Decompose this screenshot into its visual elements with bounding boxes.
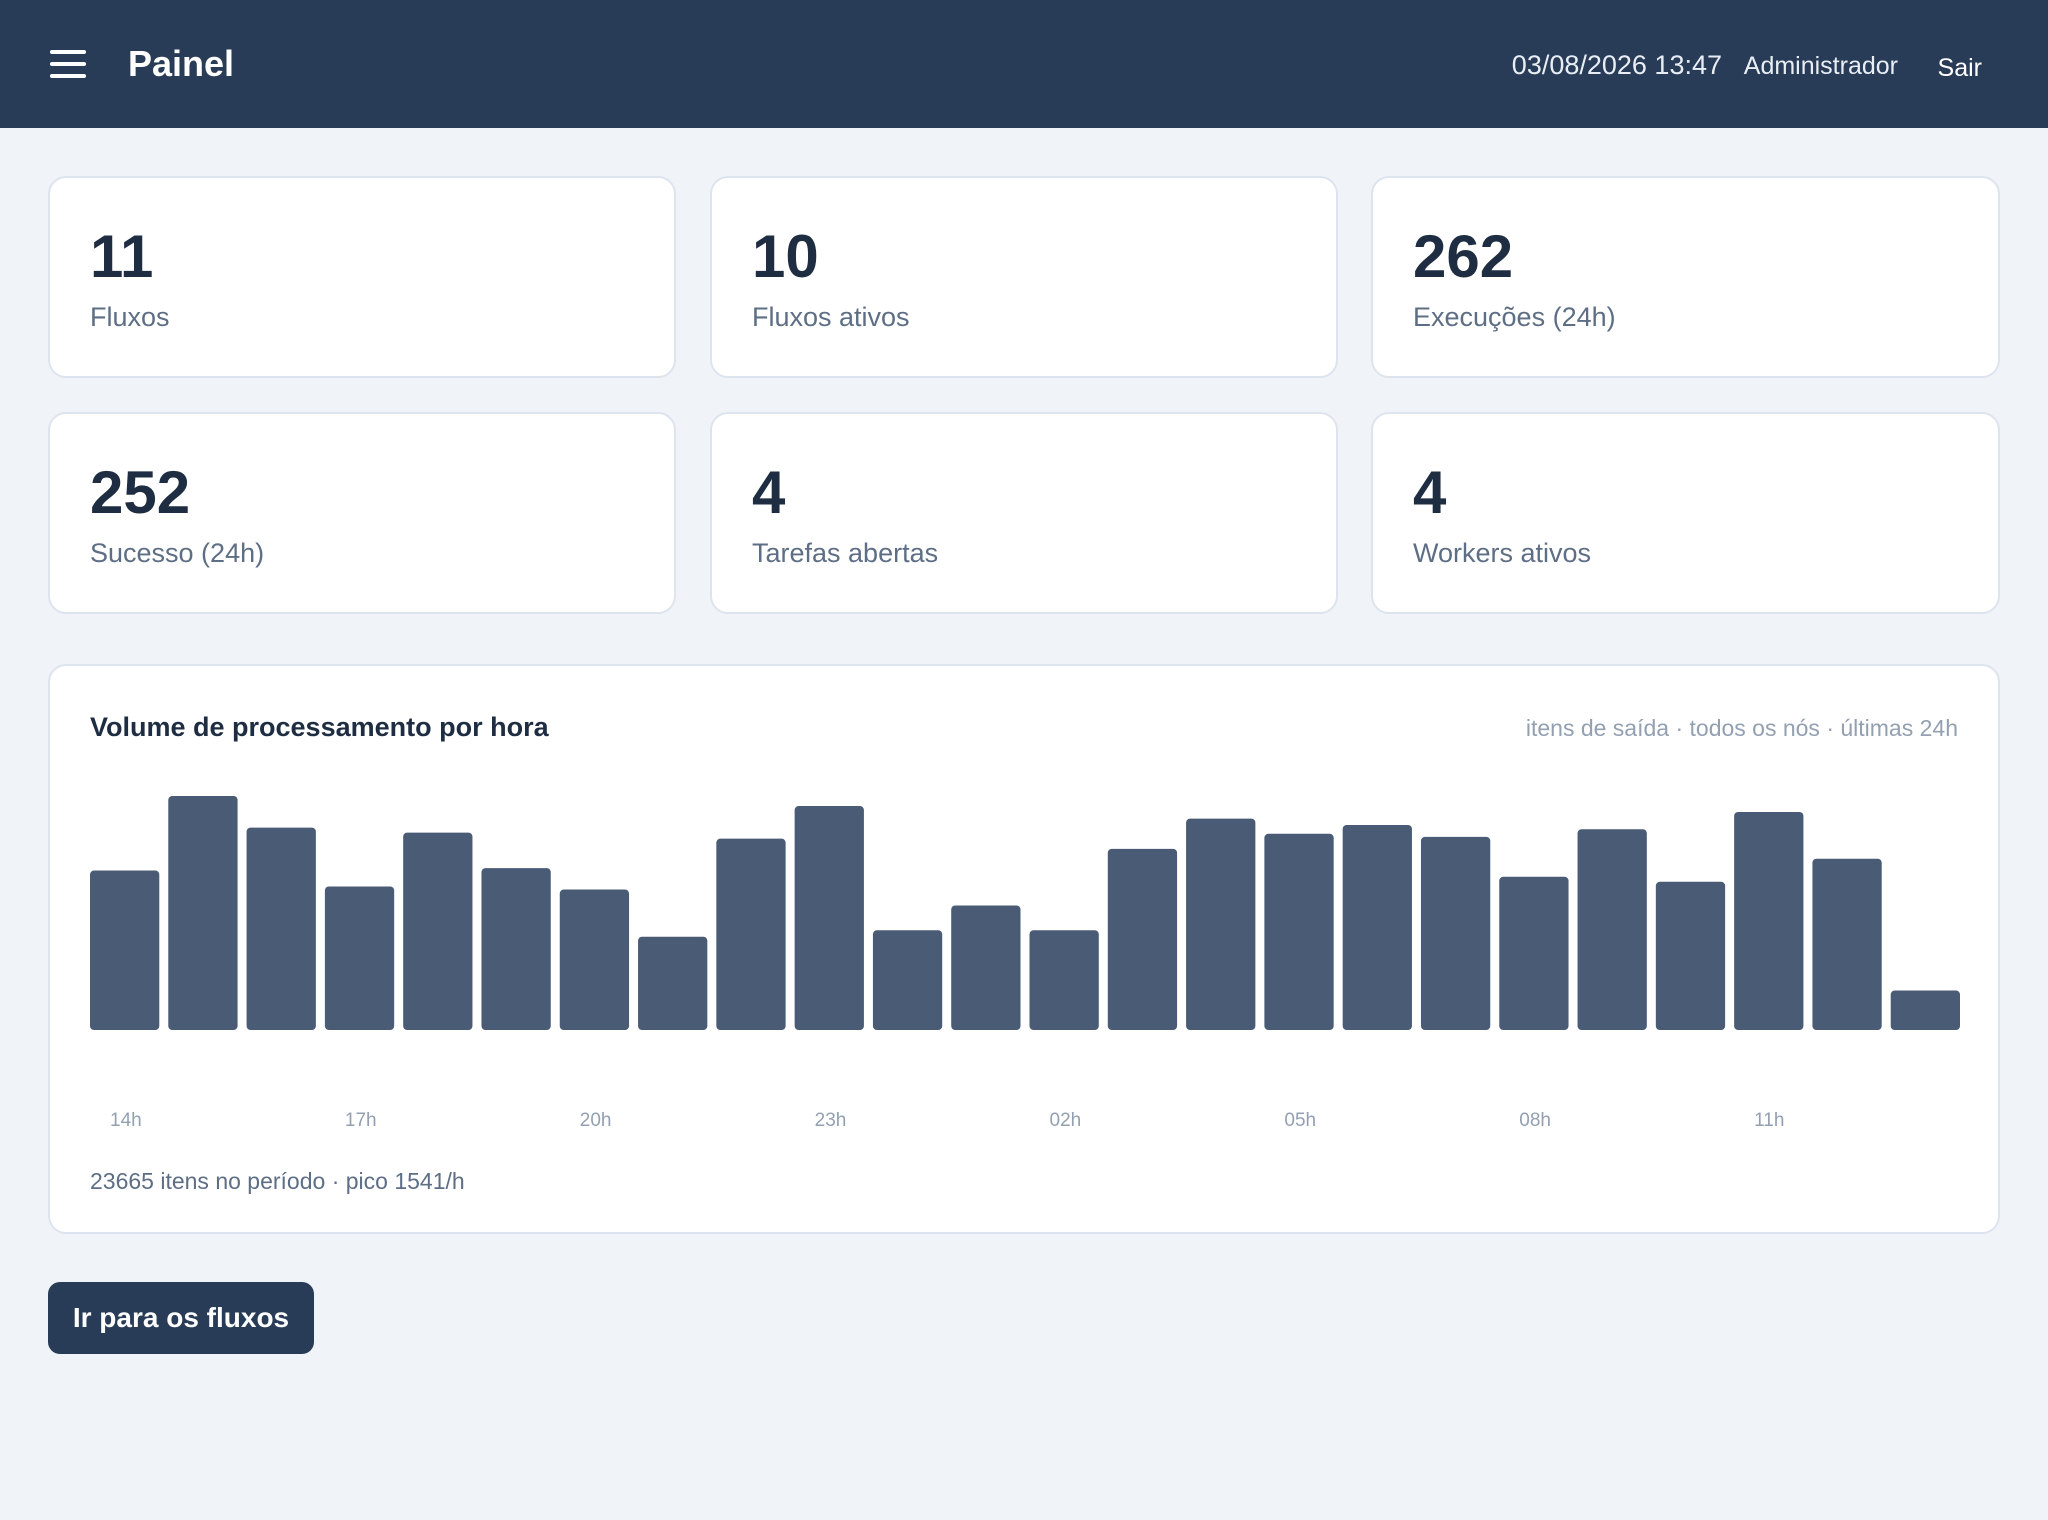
- bar-15h: [168, 796, 238, 1030]
- bar-19h: [481, 868, 551, 1030]
- hamburger-menu-icon[interactable]: [50, 46, 94, 80]
- stat-label: Fluxos ativos: [752, 302, 910, 332]
- bar-06h: [1342, 825, 1412, 1030]
- stat-value: 11: [90, 223, 154, 290]
- stat-value: 4: [752, 459, 786, 526]
- datetime-display: 03/08/2026 13:47: [1511, 50, 1722, 80]
- x-tick-label: 17h: [344, 1110, 377, 1131]
- bar-02h: [1029, 930, 1099, 1030]
- bar-14h: [90, 870, 160, 1030]
- stat-card-open-tasks: 4 Tarefas abertas: [710, 412, 1338, 614]
- stat-card-active-flows: 10 Fluxos ativos: [710, 176, 1338, 378]
- bar-01h: [951, 905, 1021, 1030]
- stat-value: 252: [90, 459, 191, 526]
- stat-value: 10: [752, 223, 819, 290]
- bar-10h: [1655, 881, 1726, 1030]
- stat-card-active-workers: 4 Workers ativos: [1371, 412, 2000, 614]
- hourly-volume-chart-card: Volume de processamento por hora itens d…: [48, 664, 2000, 1234]
- chart-title: Volume de processamento por hora: [90, 712, 549, 742]
- x-tick-label: 20h: [579, 1110, 612, 1131]
- stat-card-success: 252 Sucesso (24h): [48, 412, 676, 614]
- bar-23h: [794, 806, 864, 1030]
- user-name: Administrador: [1743, 52, 1898, 80]
- chart-subtitle: itens de saída · todos os nós · últimas …: [1525, 715, 1958, 741]
- stat-card-flows: 11 Fluxos: [48, 176, 676, 378]
- x-tick-label: 05h: [1284, 1110, 1317, 1131]
- x-tick-label: 11h: [1754, 1110, 1785, 1131]
- go-to-flows-button[interactable]: Ir para os fluxos: [48, 1282, 314, 1354]
- x-tick-label: 02h: [1049, 1110, 1082, 1131]
- stat-value: 262: [1413, 223, 1514, 290]
- logout-link[interactable]: Sair: [1937, 54, 1982, 82]
- bar-18h: [403, 832, 473, 1030]
- bar-21h: [638, 936, 708, 1030]
- top-bar: Painel 03/08/2026 13:47 Administrador Sa…: [0, 0, 2048, 128]
- bar-17h: [324, 886, 395, 1030]
- stat-label: Workers ativos: [1413, 538, 1592, 568]
- page-title: Painel: [128, 43, 235, 84]
- x-tick-label: 23h: [814, 1110, 847, 1131]
- x-tick-label: 14h: [110, 1110, 142, 1131]
- stat-label: Fluxos: [90, 302, 170, 332]
- bar-04h: [1186, 818, 1256, 1030]
- stat-label: Tarefas abertas: [752, 538, 939, 568]
- bar-09h: [1577, 829, 1647, 1030]
- bar-chart: [90, 796, 1960, 1030]
- chart-footer: 23665 itens no período · pico 1541/h: [90, 1168, 465, 1194]
- bar-07h: [1420, 836, 1491, 1030]
- bar-11h: [1734, 811, 1804, 1030]
- bar-08h: [1499, 876, 1569, 1030]
- bar-05h: [1264, 833, 1334, 1030]
- stat-card-executions: 262 Execuções (24h): [1371, 176, 2000, 378]
- bar-20h: [559, 889, 630, 1030]
- bar-12h: [1812, 858, 1882, 1030]
- x-tick-label: 08h: [1519, 1110, 1551, 1131]
- bar-22h: [716, 838, 786, 1030]
- bar-16h: [246, 827, 316, 1030]
- stat-label: Sucesso (24h): [90, 538, 265, 568]
- stat-value: 4: [1413, 459, 1447, 526]
- bar-00h: [872, 930, 943, 1030]
- bar-13h: [1890, 990, 1960, 1030]
- bar-03h: [1107, 848, 1178, 1030]
- stat-label: Execuções (24h): [1413, 302, 1616, 332]
